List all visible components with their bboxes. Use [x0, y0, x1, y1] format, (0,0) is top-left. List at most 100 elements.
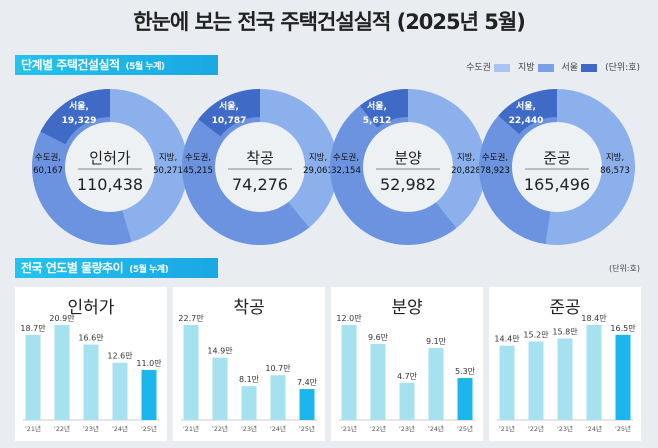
donut-total: 165,496: [524, 175, 590, 194]
x-tick-label: '24년: [586, 424, 602, 433]
bar-value-label: 8.1만: [239, 375, 260, 384]
label-local: 지방,: [159, 152, 177, 163]
page-title: 한눈에 보는 전국 주택건설실적 (2025년 5월): [133, 10, 526, 34]
section-header-trend: 전국 연도별 물량추이 (5월 누계): [15, 258, 218, 278]
bar-value-label: 14.9만: [207, 347, 233, 356]
section-header-stage: 단계별 주택건설실적 (5월 누계): [15, 55, 218, 75]
value-seoul: 19,329: [62, 116, 97, 126]
donut-total: 52,982: [380, 175, 436, 194]
panel-title: 인허가: [67, 298, 115, 318]
x-tick-label: '23년: [83, 424, 99, 433]
bar: [586, 325, 602, 420]
panel-title: 분양: [391, 298, 423, 318]
label-local: 지방,: [309, 152, 327, 163]
legend: 수도권 지방 서울 (단위:호): [466, 60, 640, 73]
donut-total: 74,276: [232, 175, 288, 194]
value-seoul: 5,612: [363, 116, 391, 126]
value-local: 86,573: [600, 166, 630, 176]
x-tick-label: '24년: [428, 424, 444, 433]
x-tick-label: '21년: [25, 424, 41, 433]
donut-stage-label: 분양: [394, 149, 422, 167]
bar-value-label: 15.2만: [523, 331, 549, 340]
section-title: 단계별 주택건설실적: [21, 58, 120, 72]
bar: [615, 334, 631, 420]
bar: [428, 347, 444, 420]
bar-value-label: 9.6만: [368, 333, 389, 342]
value-local: 29,061: [303, 166, 333, 176]
bar-value-label: 7.4만: [297, 378, 318, 387]
x-tick-label: '25년: [141, 424, 157, 433]
bar: [183, 325, 199, 420]
bar: [83, 344, 99, 420]
donut-total: 110,438: [77, 175, 143, 194]
bar-value-label: 12.6만: [107, 352, 133, 361]
x-tick-label: '22년: [370, 424, 386, 433]
donut-segment-seoul: [40, 89, 110, 145]
x-tick-label: '23년: [399, 424, 415, 433]
bar: [212, 357, 228, 420]
donut-stage-label: 인허가: [89, 149, 131, 167]
bar-value-label: 16.6만: [78, 334, 104, 343]
bar: [270, 375, 286, 420]
label-capital: 수도권,: [35, 152, 61, 163]
legend-item-local: 지방: [518, 60, 554, 73]
donut-center: [65, 122, 155, 212]
bar-value-label: 18.4만: [581, 314, 607, 323]
x-tick-label: '25년: [457, 424, 473, 433]
bar: [341, 325, 357, 420]
bar-value-label: 5.3만: [455, 367, 476, 376]
value-capital: 45,215: [183, 166, 213, 176]
label-local: 지방,: [457, 152, 475, 163]
label-seoul: 서울,: [516, 100, 536, 112]
x-tick-label: '24년: [112, 424, 128, 433]
bar: [54, 325, 70, 420]
x-tick-label: '23년: [241, 424, 257, 433]
label-seoul: 서울,: [219, 100, 239, 112]
label-seoul: 서울,: [367, 100, 387, 112]
bar-value-label: 15.8만: [552, 327, 578, 336]
bar: [241, 386, 257, 420]
bar-value-label: 11.0만: [136, 359, 162, 368]
unit-label: (단위:호): [608, 264, 640, 273]
bar: [399, 382, 415, 420]
label-local: 지방,: [606, 152, 624, 163]
donut-center: [512, 122, 602, 212]
section-note: (5월 누계): [129, 265, 169, 275]
donut-segment-seoul: [498, 89, 557, 135]
donut-segment-seoul: [359, 89, 408, 128]
value-local: 50,271: [153, 166, 183, 176]
bar-value-label: 20.9만: [49, 314, 75, 323]
x-tick-label: '21년: [341, 424, 357, 433]
donut-stage-label: 착공: [246, 149, 274, 167]
section-title: 전국 연도별 물량추이: [21, 261, 124, 275]
x-tick-label: '25년: [615, 424, 631, 433]
bar: [112, 362, 128, 420]
bar: [528, 341, 544, 420]
donut-center: [215, 122, 305, 212]
bar-value-label: 9.1만: [426, 337, 447, 346]
bar: [457, 378, 473, 420]
bar: [299, 389, 315, 420]
bar-value-label: 22.7만: [178, 314, 204, 323]
x-tick-label: '23년: [557, 424, 573, 433]
bar: [25, 335, 41, 420]
bar: [370, 344, 386, 420]
label-capital: 수도권,: [185, 152, 211, 163]
label-capital: 수도권,: [333, 152, 359, 163]
value-capital: 78,923: [480, 166, 510, 176]
bar-value-label: 18.7만: [20, 324, 46, 333]
x-tick-label: '21년: [183, 424, 199, 433]
x-tick-label: '21년: [499, 424, 515, 433]
legend-item-capital: 수도권: [466, 60, 510, 73]
bar-value-label: 12.0만: [336, 314, 362, 323]
x-tick-label: '22년: [54, 424, 70, 433]
x-tick-label: '22년: [212, 424, 228, 433]
bar: [499, 345, 515, 420]
section-note: (5월 누계): [125, 62, 165, 72]
x-tick-label: '25년: [299, 424, 315, 433]
unit-label: (단위:호): [605, 63, 640, 73]
value-seoul: 22,440: [509, 116, 544, 126]
donut-stage-label: 준공: [543, 149, 571, 167]
bar: [141, 370, 157, 420]
x-tick-label: '24년: [270, 424, 286, 433]
